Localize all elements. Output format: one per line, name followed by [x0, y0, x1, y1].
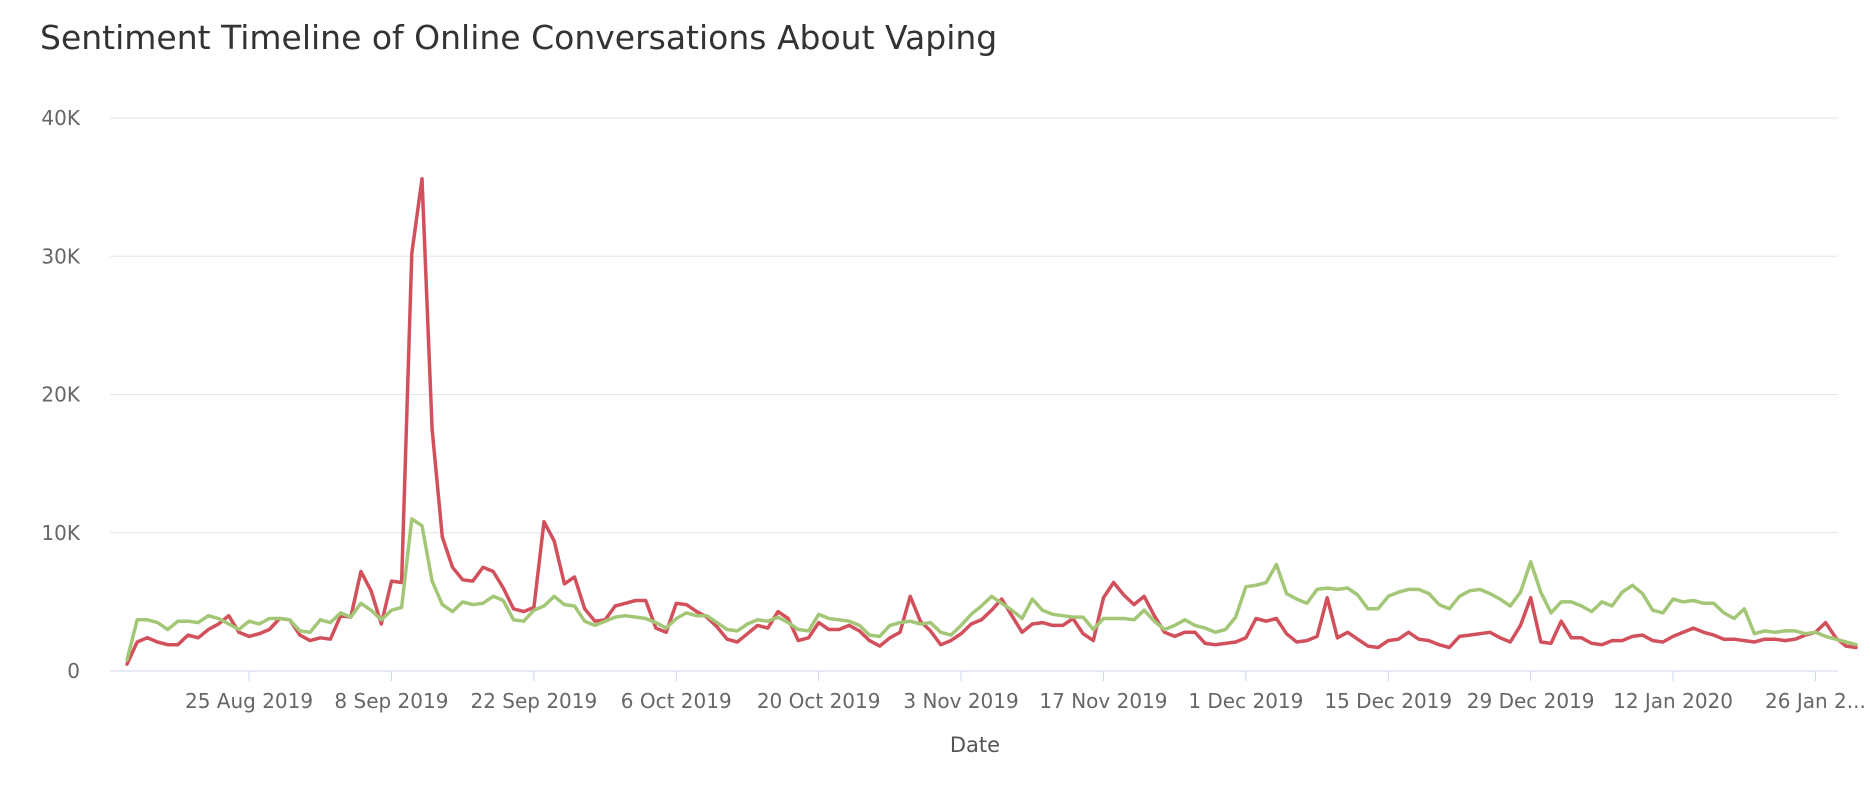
y-axis-labels: 0 10K 20K 30K 40K	[41, 106, 80, 683]
x-tick-label: 15 Dec 2019	[1324, 689, 1452, 713]
x-tick-label: 25 Aug 2019	[185, 689, 313, 713]
y-tick-label: 10K	[41, 521, 80, 545]
x-tick-label: 8 Sep 2019	[334, 689, 448, 713]
chart-title: Sentiment Timeline of Online Conversatio…	[40, 18, 998, 57]
x-tick-label: 17 Nov 2019	[1039, 689, 1167, 713]
x-tick-label: 1 Dec 2019	[1188, 689, 1303, 713]
x-tick-label: 12 Jan 2020	[1613, 689, 1733, 713]
x-tick-label: 3 Nov 2019	[903, 689, 1018, 713]
series-lines	[125, 177, 1858, 666]
x-tick-label: 29 Dec 2019	[1467, 689, 1595, 713]
series-line-1	[125, 177, 1858, 666]
y-tick-label: 0	[67, 659, 80, 683]
y-tick-label: 40K	[41, 106, 80, 130]
y-tick-label: 20K	[41, 383, 80, 407]
x-axis-title: Date	[950, 733, 1000, 757]
series-line-2	[125, 517, 1858, 662]
x-tick-label: 6 Oct 2019	[621, 689, 732, 713]
y-tick-label: 30K	[41, 244, 80, 268]
x-tick-label: 26 Jan 2...	[1765, 689, 1866, 713]
x-axis: 25 Aug 2019 8 Sep 2019 22 Sep 2019 6 Oct 20…	[185, 671, 1866, 713]
grid-lines	[110, 117, 1838, 672]
x-tick-label: 22 Sep 2019	[470, 689, 597, 713]
x-tick-label: 20 Oct 2019	[757, 689, 881, 713]
